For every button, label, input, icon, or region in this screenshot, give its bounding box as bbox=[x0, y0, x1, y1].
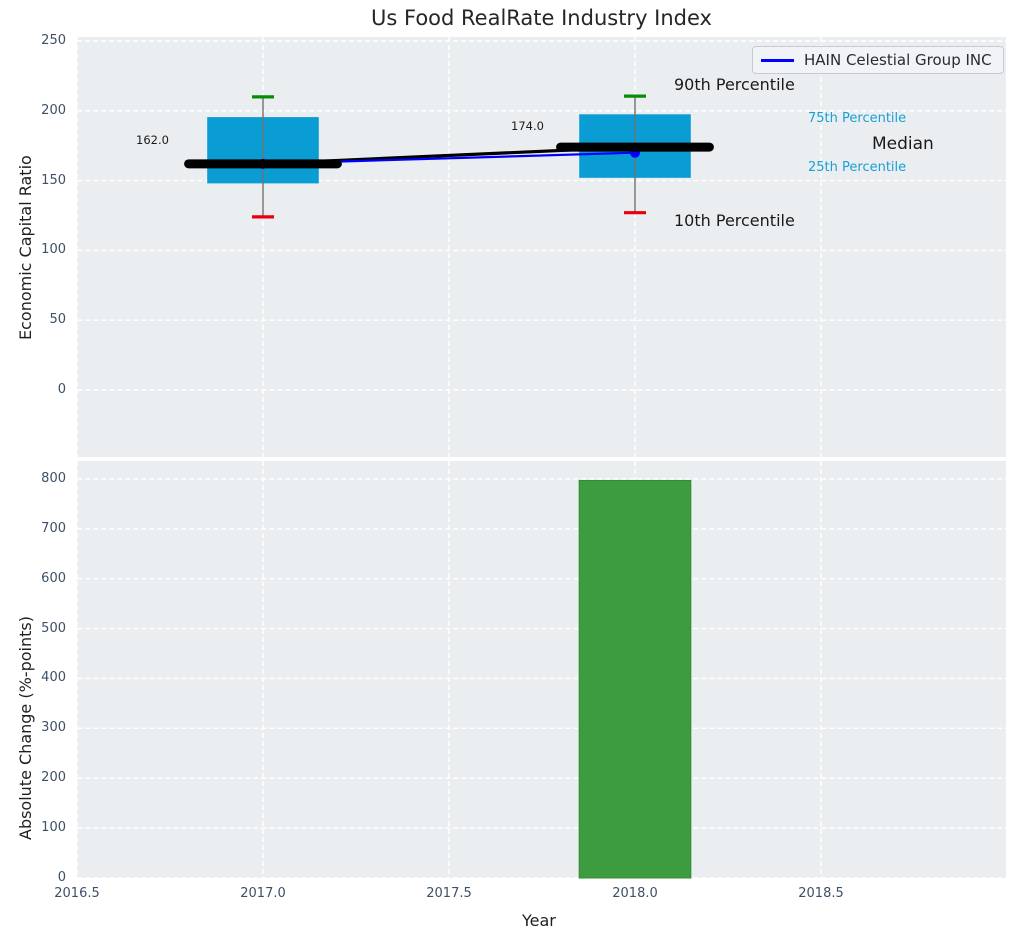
bottom-y-tick-label: 200 bbox=[41, 770, 66, 786]
x-tick-label: 2018.5 bbox=[798, 886, 844, 901]
bottom-y-tick-label: 500 bbox=[41, 620, 66, 636]
bottom-y-tick-label: 300 bbox=[41, 720, 66, 736]
top-plot-background bbox=[77, 37, 1006, 457]
chart-title: Us Food RealRate Industry Index bbox=[371, 6, 712, 30]
x-tick-label: 2016.5 bbox=[54, 886, 100, 901]
x-tick-label: 2018.0 bbox=[612, 886, 658, 901]
top-y-tick-label: 0 bbox=[57, 382, 66, 397]
p10-label: 10th Percentile bbox=[674, 211, 795, 230]
top-y-tick-label: 200 bbox=[41, 102, 66, 118]
legend-label: HAIN Celestial Group INC bbox=[804, 51, 992, 69]
x-tick-label: 2017.5 bbox=[426, 886, 472, 901]
legend-line-sample bbox=[761, 58, 794, 62]
top-y-tick-label: 150 bbox=[41, 172, 66, 188]
bottom-y-tick-label: 800 bbox=[41, 470, 66, 486]
p90-label: 90th Percentile bbox=[674, 75, 795, 94]
p25-label: 25th Percentile bbox=[808, 160, 907, 175]
p75-label: 75th Percentile bbox=[808, 111, 907, 126]
median-annotation-2017: 162.0 bbox=[136, 133, 169, 147]
median-annotation-2018: 174.0 bbox=[511, 119, 544, 133]
legend[interactable]: HAIN Celestial Group INC bbox=[752, 46, 1004, 74]
median-label: Median bbox=[872, 134, 934, 154]
bottom-plot-background bbox=[77, 461, 1006, 878]
bottom-y-tick-label: 700 bbox=[41, 520, 66, 536]
bottom-y-tick-label: 400 bbox=[41, 670, 66, 686]
top-y-tick-label: 100 bbox=[41, 242, 66, 258]
x-tick-label: 2017.0 bbox=[240, 886, 286, 901]
bottom-y-tick-label: 0 bbox=[57, 870, 66, 885]
bottom-y-tick-label: 600 bbox=[41, 570, 66, 586]
bottom-y-tick-label: 100 bbox=[41, 820, 66, 836]
x-axis-label: Year bbox=[522, 911, 556, 930]
top-y-tick-label: 50 bbox=[49, 312, 66, 328]
change-bar bbox=[578, 479, 692, 879]
top-y-tick-label: 250 bbox=[41, 33, 66, 48]
